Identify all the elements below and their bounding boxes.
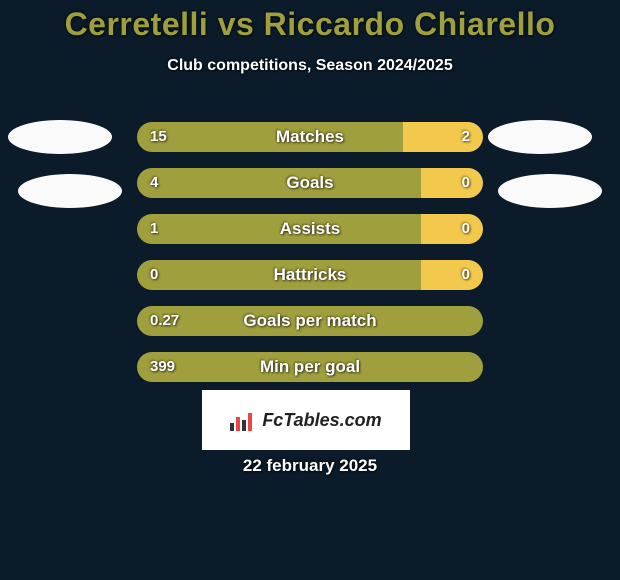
chart-icon (230, 409, 256, 431)
badge-text: FcTables.com (262, 410, 381, 431)
bar-track (137, 168, 483, 198)
stat-row: Assists10 (0, 214, 620, 244)
bar-left (137, 260, 421, 290)
bar-left (137, 214, 421, 244)
date-text: 22 february 2025 (0, 456, 620, 476)
jersey-ellipse (498, 174, 602, 208)
stat-row: Hattricks00 (0, 260, 620, 290)
stat-row: Goals per match0.27 (0, 306, 620, 336)
bar-track (137, 122, 483, 152)
bar-right (403, 122, 483, 152)
bar-left (137, 306, 483, 336)
bar-right (421, 260, 483, 290)
jersey-ellipse (8, 120, 112, 154)
page-title: Cerretelli vs Riccardo Chiarello (0, 0, 620, 43)
stat-rows: Matches152Goals40Assists10Hattricks00Goa… (0, 122, 620, 398)
jersey-ellipse (488, 120, 592, 154)
bar-right (421, 214, 483, 244)
bar-left (137, 122, 403, 152)
comparison-infographic: Cerretelli vs Riccardo Chiarello Club co… (0, 0, 620, 580)
bar-track (137, 352, 483, 382)
bar-left (137, 352, 483, 382)
bar-track (137, 260, 483, 290)
bar-track (137, 214, 483, 244)
site-badge[interactable]: FcTables.com (202, 390, 410, 450)
bar-left (137, 168, 421, 198)
jersey-ellipse (18, 174, 122, 208)
stat-row: Min per goal399 (0, 352, 620, 382)
subtitle: Club competitions, Season 2024/2025 (0, 57, 620, 75)
bar-right (421, 168, 483, 198)
bar-track (137, 306, 483, 336)
